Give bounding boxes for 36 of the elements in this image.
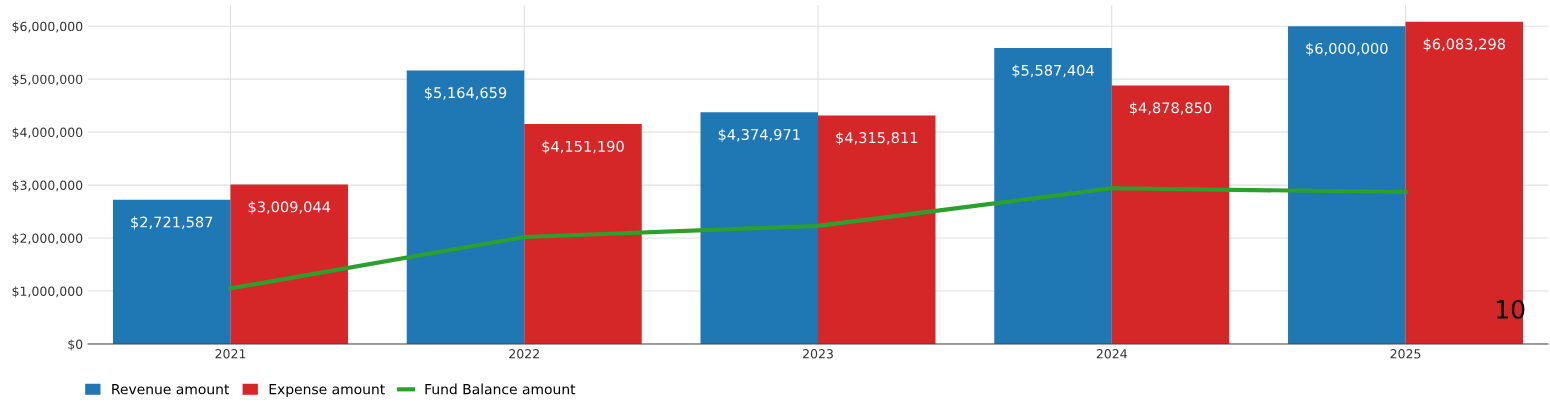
y-tick-label: $3,000,000 [12,180,83,192]
data-label: $6,083,298 [1423,38,1506,52]
y-tick-label: $5,000,000 [12,74,83,86]
x-tick-label: 2024 [1096,349,1127,359]
legend-label: Revenue amount [112,384,230,395]
y-tick-label: $4,000,000 [12,127,83,139]
bar [1111,85,1230,344]
bar [406,70,525,344]
x-tick-label: 2023 [803,349,833,359]
data-label: $6,000,000 [1306,42,1388,56]
data-label: $4,151,190 [542,140,624,154]
bar [112,199,231,344]
y-tick-label: $6,000,000 [12,21,83,33]
x-tick-label: 2025 [1390,349,1421,359]
line-series [228,186,1408,291]
data-label: $4,374,971 [718,128,800,142]
data-label: $5,587,404 [1012,64,1094,78]
bar [818,115,936,344]
y-tick-label: $2,000,000 [12,233,83,245]
bar [1405,21,1524,344]
bar [1288,26,1406,344]
data-label: $5,164,659 [424,86,507,101]
data-label: $4,315,811 [836,131,918,146]
data-label: $3,009,044 [248,201,331,215]
bar [700,112,818,344]
x-tick-label: 2022 [509,349,539,359]
y-tick-label: $0 [68,339,83,351]
legend-label: Fund Balance amount [425,383,576,395]
y-tick-label: $1,000,000 [12,286,83,298]
bar [524,124,642,344]
legend-label: Expense amount [269,384,385,398]
bar [994,48,1112,344]
data-label: $4,878,850 [1129,102,1212,116]
x-tick-label: 2021 [215,349,246,359]
data-label: $2,721,587 [131,216,213,230]
bar [230,184,348,344]
